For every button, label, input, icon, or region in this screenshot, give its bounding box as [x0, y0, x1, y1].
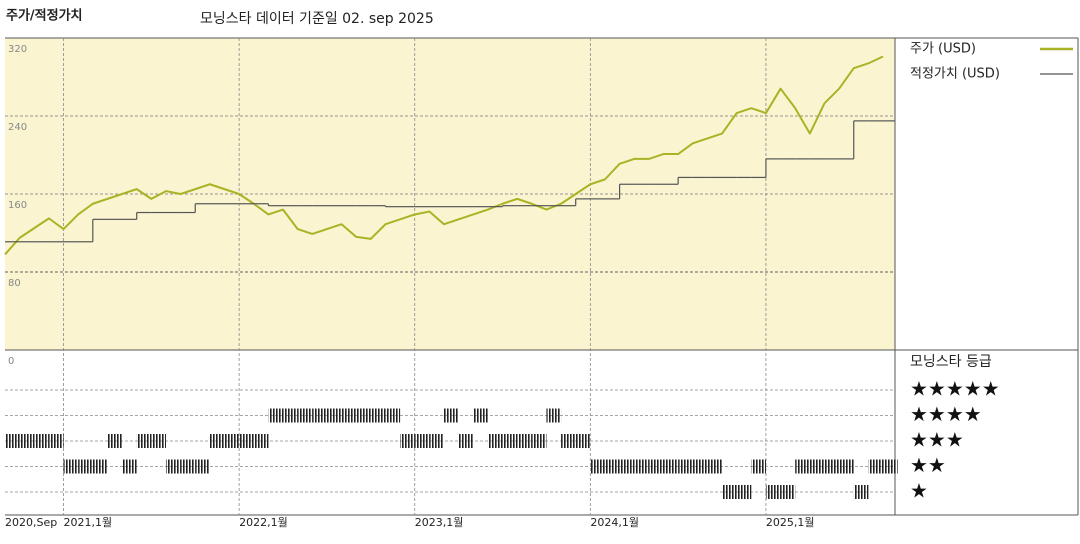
y-tick-label: 160: [8, 200, 27, 211]
rating-bar: [751, 459, 766, 474]
rating-bar: [239, 434, 254, 448]
rating-bar: [487, 434, 503, 448]
rating-bar: [136, 434, 152, 448]
rating-bar: [48, 434, 64, 448]
rating-bar: [385, 408, 401, 423]
rating-label: ★: [910, 479, 928, 503]
rating-bar: [444, 408, 459, 423]
rating-bar: [151, 434, 166, 448]
rating-bar: [678, 459, 693, 474]
rating-bar: [604, 459, 620, 474]
rating-bar: [209, 434, 225, 448]
x-tick-label: 2023,1월: [415, 516, 464, 529]
rating-label: ★★★★★: [910, 377, 1000, 401]
rating-bar: [180, 459, 196, 474]
rating-bar: [283, 408, 298, 423]
rating-bar: [502, 434, 518, 448]
rating-bar: [663, 459, 679, 474]
rating-bar: [780, 485, 796, 499]
rating-bar: [92, 459, 108, 474]
rating-bar: [224, 434, 240, 448]
rating-bar: [722, 485, 737, 499]
rating-bar: [5, 434, 20, 448]
rating-bar: [34, 434, 49, 448]
rating-bar: [400, 434, 415, 448]
rating-bar: [326, 408, 342, 423]
rating-bar: [473, 408, 488, 423]
rating-bar: [312, 408, 327, 423]
rating-bar: [736, 485, 752, 499]
rating-bar: [648, 459, 664, 474]
chart-subtitle: 모닝스타 데이터 기준일 02. sep 2025: [200, 11, 434, 27]
x-tick-label: 2021,1월: [64, 516, 113, 529]
chart-title: 주가/적정가치: [6, 8, 83, 24]
rating-bar: [546, 408, 562, 423]
y-tick-label: 0: [8, 356, 14, 367]
legend-label: 적정가치 (USD): [910, 67, 1000, 82]
rating-bar: [107, 434, 123, 448]
rating-bar: [531, 434, 547, 448]
rating-bar: [165, 459, 181, 474]
rating-bar: [414, 434, 430, 448]
y-tick-label: 320: [8, 44, 27, 55]
rating-bar: [253, 434, 269, 448]
rating-bar: [619, 459, 635, 474]
rating-bar: [824, 459, 840, 474]
rating-title: 모닝스타 등급: [910, 354, 992, 370]
rating-bar: [853, 485, 869, 499]
rating-bar: [19, 434, 35, 448]
rating-bar: [458, 434, 474, 448]
rating-bar: [195, 459, 210, 474]
y-tick-label: 80: [8, 278, 21, 289]
rating-bar: [692, 459, 708, 474]
rating-bar: [341, 408, 357, 423]
y-tick-label: 240: [8, 122, 27, 133]
rating-bar: [429, 434, 444, 448]
rating-bar: [868, 459, 883, 474]
x-tick-label: 2024,1월: [590, 516, 639, 529]
rating-bar: [590, 459, 605, 474]
rating-bar: [707, 459, 723, 474]
rating-bar: [575, 434, 591, 448]
x-tick-label: 2025,1월: [766, 516, 815, 529]
rating-bar: [561, 434, 576, 448]
rating-bar: [839, 459, 854, 474]
x-tick-label: 2020,Sep: [5, 516, 57, 529]
rating-bar: [517, 434, 532, 448]
rating-bar: [356, 408, 371, 423]
rating-bar: [795, 459, 810, 474]
rating-bar: [883, 459, 898, 474]
rating-bar: [63, 459, 79, 474]
rating-bar: [370, 408, 386, 423]
legend-label: 주가 (USD): [910, 42, 976, 57]
x-tick-label: 2022,1월: [239, 516, 288, 529]
rating-bar: [122, 459, 137, 474]
rating-label: ★★: [910, 453, 946, 477]
rating-bar: [78, 459, 93, 474]
rating-label: ★★★: [910, 428, 964, 452]
rating-bar: [634, 459, 649, 474]
rating-bar: [297, 408, 313, 423]
rating-bar: [268, 408, 284, 423]
rating-bar: [765, 485, 781, 499]
rating-bar: [809, 459, 825, 474]
rating-label: ★★★★: [910, 402, 982, 426]
price-line: [4, 55, 884, 256]
